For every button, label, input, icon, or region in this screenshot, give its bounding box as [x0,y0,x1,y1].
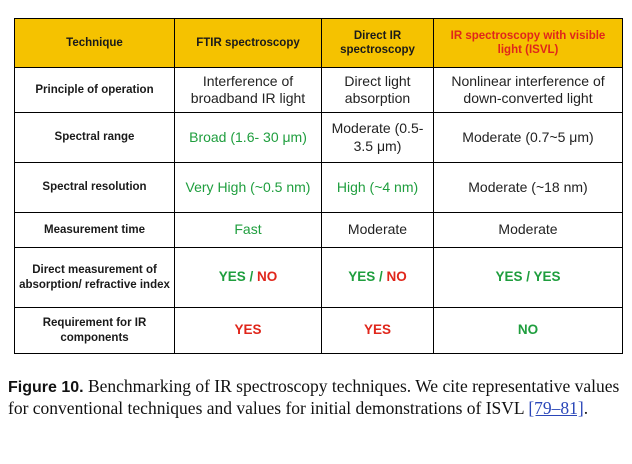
table-row: Measurement time Fast Moderate Moderate [14,212,623,248]
yes-text: YES [533,269,561,285]
table-row: Principle of operation Interference of b… [14,67,623,113]
header-row: Technique FTIR spectroscopy Direct IR sp… [14,18,623,68]
table-row: Spectral range Broad (1.6- 30 μm) Modera… [14,112,623,163]
row-label: Spectral range [14,112,175,163]
header-isvl: IR spectroscopy with visible light (ISVL… [433,18,623,68]
yes-text: YES [495,269,523,285]
isvl-cell: Moderate (0.7~5 μm) [433,112,623,163]
separator: / [375,269,387,285]
direct-cell: Moderate [321,212,434,248]
benchmark-table: Technique FTIR spectroscopy Direct IR sp… [14,18,623,354]
citation-link[interactable]: [79–81] [528,398,584,418]
row-label: Principle of operation [14,67,175,113]
direct-cell: Moderate (0.5- 3.5 μm) [321,112,434,163]
yes-text: YES [348,269,376,285]
isvl-cell: Nonlinear interference of down-converted… [433,67,623,113]
row-label: Measurement time [14,212,175,248]
direct-cell: YES / NO [321,247,434,308]
row-label: Requirement for IR components [14,307,175,354]
table-row: Spectral resolution Very High (~0.5 nm) … [14,162,623,213]
header-direct-ir: Direct IR spectroscopy [321,18,434,68]
isvl-cell: Moderate (~18 nm) [433,162,623,213]
ftir-cell: Broad (1.6- 30 μm) [174,112,322,163]
no-text: NO [386,269,407,285]
ftir-cell: Fast [174,212,322,248]
figure-label: Figure 10. [8,379,84,396]
ftir-cell: Very High (~0.5 nm) [174,162,322,213]
caption-text: Benchmarking of IR spectroscopy techniqu… [8,376,620,418]
header-technique: Technique [14,18,175,68]
ftir-cell: YES [174,307,322,354]
direct-cell: YES [321,307,434,354]
ftir-cell: YES / NO [174,247,322,308]
separator: / [522,269,534,285]
isvl-cell: YES / YES [433,247,623,308]
row-label: Direct measurement of absorption/ refrac… [14,247,175,308]
separator: / [245,269,258,285]
row-label: Spectral resolution [14,162,175,213]
caption-end: . [583,398,589,418]
isvl-cell: Moderate [433,212,623,248]
table-row: Direct measurement of absorption/ refrac… [14,247,623,308]
yes-text: YES [218,269,246,285]
header-ftir: FTIR spectroscopy [174,18,322,68]
direct-cell: High (~4 nm) [321,162,434,213]
table-row: Requirement for IR components YES YES NO [14,307,623,354]
figure-caption: Figure 10. Benchmarking of IR spectrosco… [8,376,624,419]
ftir-cell: Interference of broadband IR light [174,67,322,113]
no-text: NO [257,269,278,285]
isvl-cell: NO [433,307,623,354]
direct-cell: Direct light absorption [321,67,434,113]
